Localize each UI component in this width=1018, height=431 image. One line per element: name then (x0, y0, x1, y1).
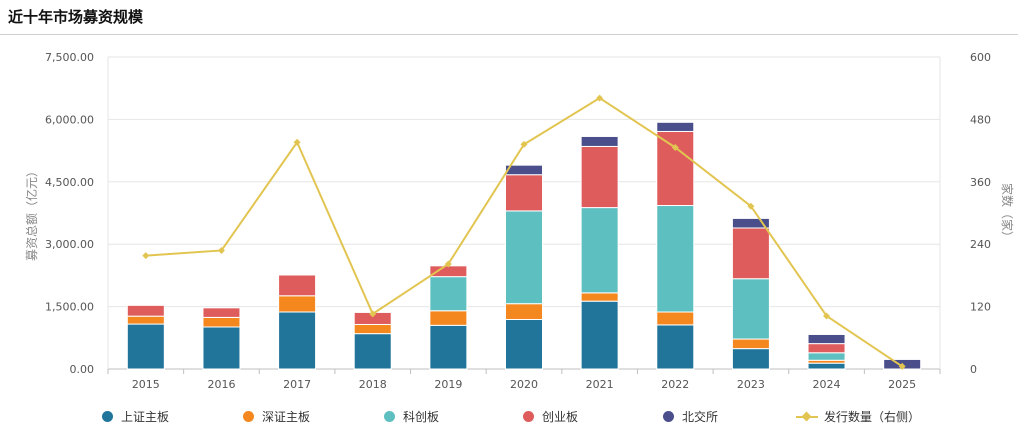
legend-label: 创业板 (542, 409, 579, 424)
bar-segment (126, 304, 165, 317)
legend-label: 上证主板 (121, 409, 170, 424)
legend-label: 深证主板 (262, 409, 311, 424)
y-axis-title-left: 募资总额（亿元） (24, 165, 39, 261)
bar-segment (580, 145, 619, 209)
bar-segment (353, 323, 392, 335)
y-tick-label-left: 6,000.00 (45, 113, 94, 126)
bar-segment (505, 318, 543, 370)
y-tick-label-left: 7,500.00 (45, 51, 94, 64)
x-tick-label: 2015 (132, 378, 160, 391)
bar-segment (353, 333, 392, 370)
legend-item-sse-main-board[interactable]: 上证主板 (102, 406, 169, 426)
title-divider (0, 34, 1018, 35)
line-point (293, 138, 301, 146)
bar-segment (807, 352, 846, 361)
bar-segment (202, 307, 241, 318)
bar-segment (656, 311, 695, 326)
bar-segment (126, 323, 165, 370)
bar-segment (656, 324, 695, 370)
bar-segment (656, 121, 695, 132)
x-tick-label: 2018 (359, 378, 387, 391)
bar-segment (807, 333, 846, 345)
x-tick-label: 2024 (813, 378, 841, 391)
legend-item-szse-main-board[interactable]: 深证主板 (243, 406, 310, 426)
legend-item-chinext[interactable]: 创业板 (523, 406, 578, 426)
y-axis-title-right: 家数（家） (1000, 183, 1015, 243)
page-title: 近十年市场募资规模 (8, 8, 144, 26)
bar-segment (731, 348, 770, 370)
bar-segment (505, 303, 543, 320)
bar-segment (505, 210, 543, 305)
x-tick-label: 2023 (737, 378, 765, 391)
x-tick-label: 2022 (661, 378, 689, 391)
legend-label: 北交所 (682, 409, 719, 424)
legend-swatch (384, 410, 395, 422)
legend-swatch (102, 410, 113, 422)
bar-segment (731, 217, 770, 229)
legend-label: 发行数量（右侧） (824, 409, 921, 424)
legend-swatch (663, 410, 674, 422)
legend-label: 科创板 (403, 409, 440, 424)
bar-segment (580, 135, 619, 147)
line-point (217, 246, 225, 254)
bar-segment (429, 310, 468, 326)
x-tick-label: 2020 (510, 378, 538, 391)
legend-swatch (523, 410, 534, 422)
legend-item-star-market[interactable]: 科创板 (384, 406, 439, 426)
y-tick-label-right: 0 (970, 363, 977, 376)
y-tick-label-right: 240 (970, 238, 991, 251)
bar-segment (807, 343, 846, 354)
x-tick-label: 2017 (283, 378, 311, 391)
legend-item-issuance-count[interactable]: 发行数量（右侧） (796, 406, 920, 426)
chart-legend: 上证主板 深证主板 科创板 创业板 北交所 发行数量（右侧） (0, 406, 1018, 426)
bar-segment (656, 205, 695, 313)
line-point (823, 312, 831, 320)
line-point (520, 140, 528, 148)
x-tick-label: 2016 (207, 378, 235, 391)
bar-segment (807, 362, 846, 370)
bar-segment (278, 274, 317, 297)
line-point (671, 143, 679, 151)
y-tick-label-left: 1,500.00 (45, 301, 94, 314)
legend-line-swatch (796, 411, 818, 422)
y-tick-label-right: 360 (970, 176, 991, 189)
bar-segment (429, 276, 468, 312)
legend-swatch (243, 410, 254, 422)
bar-segment (202, 316, 241, 328)
bar-segment (580, 207, 619, 294)
line-point (142, 252, 150, 260)
x-tick-label: 2021 (586, 378, 614, 391)
bar-segment (278, 295, 317, 313)
bar-segment (278, 311, 317, 370)
bar-segment (126, 315, 165, 325)
y-tick-label-left: 4,500.00 (45, 176, 94, 189)
bar-segment (580, 292, 619, 302)
y-tick-label-right: 480 (970, 113, 991, 126)
y-tick-label-right: 120 (970, 301, 991, 314)
line-point (444, 260, 452, 268)
bar-segment (731, 338, 770, 350)
bar-segment (202, 326, 241, 370)
bar-segment (580, 300, 619, 370)
line-point (898, 362, 906, 370)
line-point (596, 94, 604, 102)
y-tick-label-left: 3,000.00 (45, 238, 94, 251)
bar-segment (429, 324, 468, 370)
line-point (747, 202, 755, 210)
bar-segment (656, 130, 695, 207)
x-tick-label: 2025 (888, 378, 916, 391)
bar-segment (505, 164, 543, 176)
y-tick-label-left: 0.00 (70, 363, 95, 376)
bar-segment (731, 278, 770, 340)
bar-segment (505, 174, 543, 212)
line-point (369, 310, 377, 318)
bar-segment (731, 227, 770, 280)
x-tick-label: 2019 (434, 378, 462, 391)
y-tick-label-right: 600 (970, 51, 991, 64)
legend-item-bse[interactable]: 北交所 (663, 406, 718, 426)
